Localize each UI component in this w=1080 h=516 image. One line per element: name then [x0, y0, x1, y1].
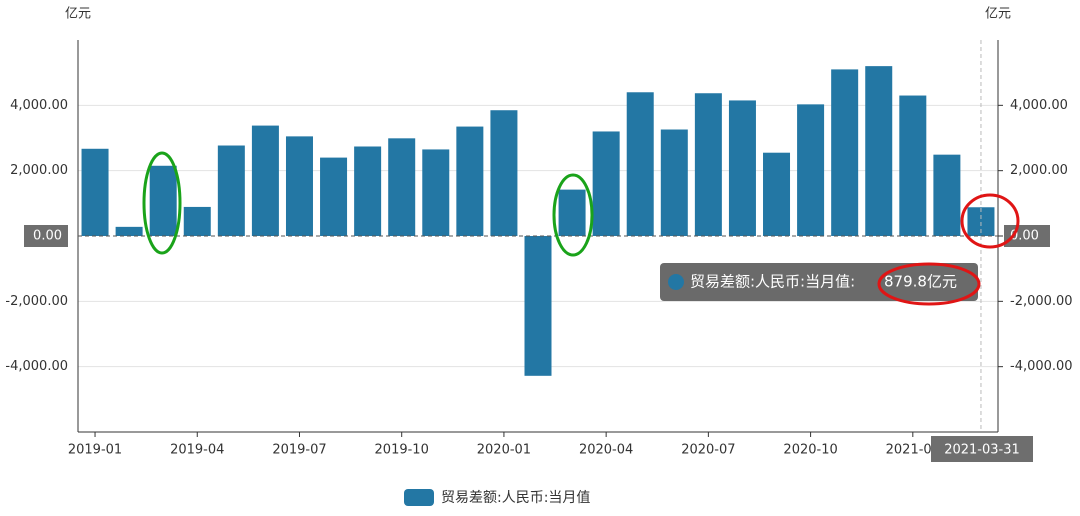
bar	[524, 236, 552, 376]
bar	[285, 136, 313, 236]
x-tick-label: 2019-01	[68, 443, 122, 458]
bar	[251, 125, 279, 236]
bar	[660, 129, 688, 236]
bar	[490, 110, 518, 236]
x-tick-label: 2020-10	[783, 443, 837, 458]
bar	[626, 92, 654, 237]
y2-tick-label: 4,000.00	[1010, 98, 1068, 113]
y2-tick-label: 2,000.00	[1010, 163, 1068, 178]
bar	[558, 189, 586, 236]
bar	[354, 146, 382, 236]
annotation-green	[552, 173, 594, 257]
y-tick-label: 4,000.00	[10, 98, 68, 113]
bar	[694, 93, 722, 236]
tooltip-dot	[668, 274, 684, 290]
x-tick-label: 2021-01	[886, 443, 940, 458]
bar	[320, 157, 348, 236]
annotation-red	[877, 262, 981, 306]
tooltip-label: 贸易差额:人民币:当月值:	[690, 273, 855, 291]
x-tick-label: 2019-10	[375, 443, 429, 458]
x-tick-label: 2020-04	[579, 443, 633, 458]
x-tick-label: 2019-04	[170, 443, 224, 458]
y2-tick-label: 0.00	[1010, 229, 1039, 244]
bar	[899, 95, 927, 237]
y-tick-label: 2,000.00	[10, 163, 68, 178]
x-tick-label: 2020-01	[477, 443, 531, 458]
y-tick-label: -4,000.00	[5, 359, 68, 374]
tooltip	[660, 263, 978, 301]
x-pointer-box	[931, 436, 1033, 462]
legend-label: 贸易差额:人民币:当月值	[441, 490, 590, 506]
tooltip-value: 879.8亿元	[884, 273, 957, 291]
y-unit: 亿元	[65, 7, 91, 22]
y-tick-label: 0.00	[33, 229, 62, 244]
y-pointer-box	[24, 225, 68, 247]
y2-unit: 亿元	[985, 7, 1011, 22]
x-pointer-label: 2021-03-31	[944, 443, 1020, 458]
bar	[217, 145, 245, 236]
x-tick-label: 2019-07	[272, 443, 326, 458]
bar	[183, 206, 211, 236]
y2-tick-label: -4,000.00	[1010, 359, 1073, 374]
bar	[763, 152, 791, 236]
annotation-red	[960, 193, 1020, 249]
bar	[797, 104, 825, 236]
bar	[865, 66, 893, 236]
bar	[728, 100, 756, 236]
bar	[422, 149, 450, 236]
bar	[149, 165, 177, 236]
legend-swatch	[404, 489, 434, 506]
bar	[933, 154, 961, 236]
y-tick-label: -2,000.00	[5, 294, 68, 309]
y2-tick-label: -2,000.00	[1010, 294, 1073, 309]
x-tick-label: 2020-07	[681, 443, 735, 458]
bar	[592, 131, 620, 236]
bar	[456, 126, 484, 236]
bar	[81, 148, 109, 236]
bar	[388, 138, 416, 236]
bar	[831, 69, 859, 237]
annotation-green	[142, 151, 182, 255]
bar	[115, 226, 143, 236]
